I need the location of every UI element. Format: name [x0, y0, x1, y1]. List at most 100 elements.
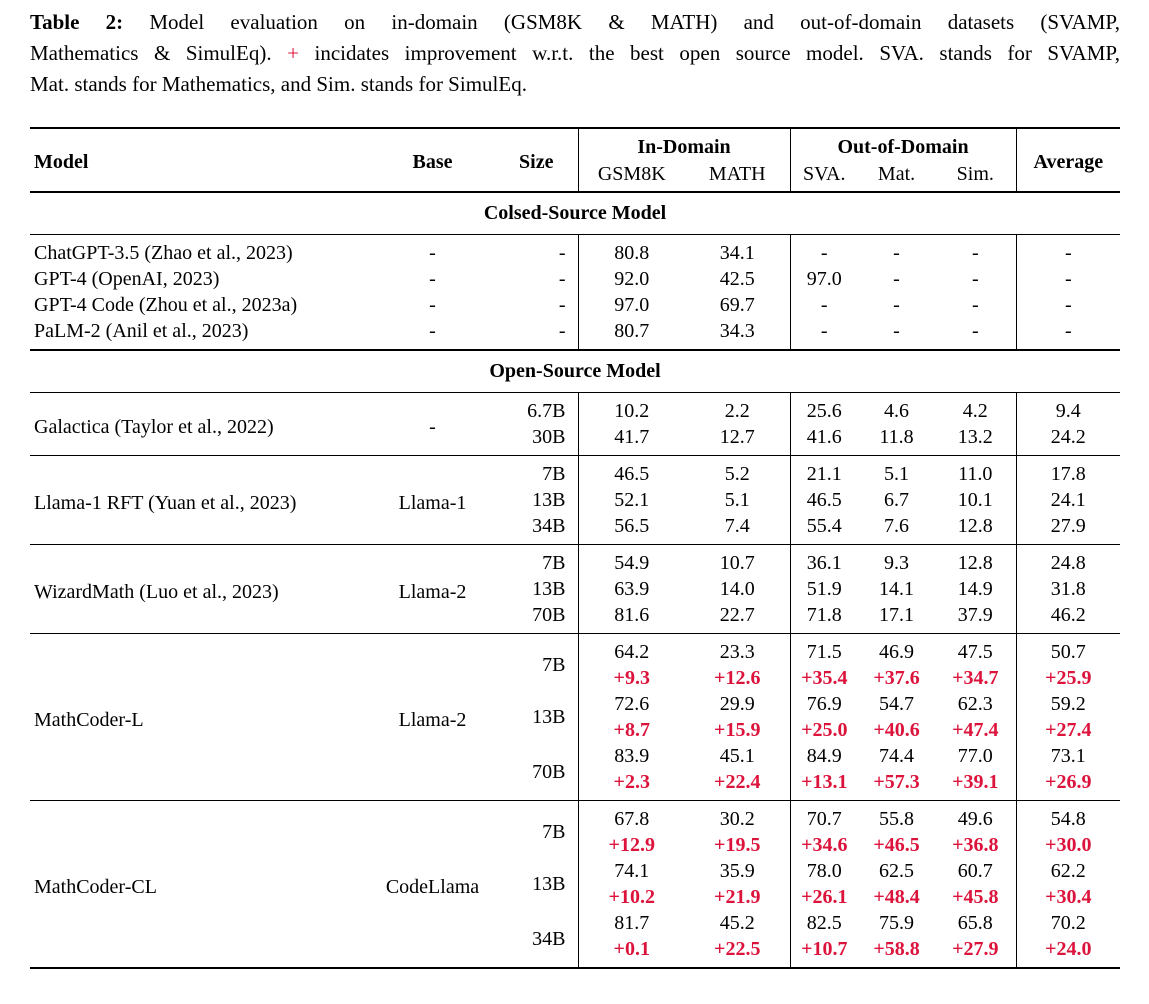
value-cell: 12.7	[719, 426, 755, 448]
size-cell: 7B	[495, 800, 578, 858]
delta-cell: +21.9	[714, 886, 761, 908]
base-cell: Llama-2	[370, 544, 495, 634]
value-cell: 34.1	[719, 242, 755, 264]
value-cell: 97.0	[789, 266, 859, 292]
value-cell: -	[893, 320, 900, 342]
value-cell: 5.2	[685, 455, 791, 487]
caption-text: Mat. stands for Mathematics, and Sim. st…	[30, 72, 527, 96]
size-cell: 70B	[532, 760, 566, 783]
value-cell: -	[1015, 318, 1121, 350]
model-group: WizardMath (Luo et al., 2023) Llama-2 7B 54…	[30, 544, 1121, 634]
delta-cell: +57.3	[873, 771, 920, 793]
table-row: 34B 56.5 7.4 55.4 7.6 12.8 27.9	[30, 513, 1121, 545]
value-cell: 14.9	[957, 578, 993, 600]
model-cell: ChatGPT-3.5 (Zhao et al., 2023)	[34, 242, 293, 264]
value-cell: 54.7	[879, 693, 915, 715]
value-cell: 46.2	[1015, 602, 1121, 634]
model-cell: WizardMath (Luo et al., 2023)	[30, 544, 370, 634]
value-cell: -	[789, 234, 859, 266]
table-row: GPT-4 (OpenAI, 2023) - -92.0 42.5 97.0- - -	[30, 266, 1121, 292]
table-row: WizardMath (Luo et al., 2023) Llama-2 7B 54…	[30, 544, 1121, 634]
delta-cell: +30.0	[1015, 832, 1121, 858]
value-cell: 41.6	[789, 424, 859, 456]
delta-cell: +25.0	[789, 717, 859, 743]
delta-cell: +27.4	[1015, 717, 1121, 743]
value-cell: 7.6	[884, 515, 910, 537]
value-cell: 22.7	[719, 604, 755, 626]
value-cell: 37.9	[957, 604, 993, 626]
table-row: 13B 52.1 5.1 46.5 6.7 10.1 24.1	[30, 487, 1121, 513]
value-cell: 45.2	[719, 912, 755, 934]
col-header-average: Average	[1015, 128, 1121, 193]
value-cell: 60.7	[957, 860, 993, 882]
table-row: 13B 72.6 29.9 76.9 54.7 62.3 59.2	[30, 691, 1121, 728]
delta-cell: +12.9	[577, 832, 685, 858]
value-cell: 63.9	[577, 576, 685, 602]
table-row: PaLM-2 (Anil et al., 2023) - -80.7 34.3- - - -	[30, 318, 1121, 350]
delta-row: +10.2 +21.9 +26.1 +48.4 +45.8 +30.4	[30, 884, 1121, 910]
delta-cell: +12.6	[714, 667, 761, 689]
section-title-row: Colsed-Source Model	[30, 191, 1121, 235]
value-cell: 21.1	[789, 455, 859, 487]
value-cell: 12.8	[957, 515, 993, 537]
value-cell: 36.1	[789, 544, 859, 576]
value-cell: 10.1	[957, 489, 993, 511]
value-cell: 51.9	[789, 576, 859, 602]
value-cell: 67.8	[577, 800, 685, 832]
value-cell: -	[893, 294, 900, 316]
caption-line-1: Table 2: Model evaluation on in-domain (…	[30, 7, 1120, 38]
base-cell: -	[429, 415, 436, 438]
model-cell: MathCoder-CL	[30, 800, 370, 968]
delta-cell: +58.8	[873, 938, 920, 960]
delta-cell: +22.5	[714, 938, 761, 960]
size-cell: 34B	[532, 515, 566, 537]
value-cell: 24.8	[1015, 544, 1121, 576]
col-header-gsm8k: GSM8K	[577, 161, 685, 193]
delta-cell: +10.2	[577, 884, 685, 910]
caption-label: Table 2:	[30, 10, 124, 34]
model-cell: PaLM-2 (Anil et al., 2023)	[34, 320, 249, 342]
model-group: MathCoder-L Llama-2 7B 64.2 23.3 71.5 46.9 47.5…	[30, 633, 1121, 801]
results-table: Model Base Size In-Domain Out-of-Domain …	[30, 127, 1121, 969]
value-cell: -	[1015, 266, 1121, 292]
value-cell: 84.9	[789, 743, 859, 769]
delta-cell: +2.3	[577, 769, 685, 801]
value-cell: 5.1	[858, 455, 936, 487]
value-cell: 76.9	[789, 691, 859, 717]
size-cell: 34B	[532, 927, 566, 950]
table-row: 13B 63.9 14.0 51.9 14.1 14.9 31.8	[30, 576, 1121, 602]
delta-row: +12.9 +19.5 +34.6 +46.5 +36.8 +30.0	[30, 832, 1121, 858]
delta-cell: +39.1	[952, 771, 999, 793]
value-cell: -	[971, 294, 979, 316]
col-header-size: Size	[495, 128, 578, 193]
size-cell: 7B	[495, 544, 578, 576]
value-cell: 24.2	[1015, 424, 1121, 456]
base-cell: Llama-2	[370, 633, 495, 801]
table-row: 70B 81.6 22.7 71.8 17.1 37.9 46.2	[30, 602, 1121, 634]
header-row-subcolumns: GSM8K MATH SVA. Mat. Sim.	[30, 161, 1120, 193]
value-cell: 49.6	[935, 800, 1017, 832]
value-cell: 82.5	[789, 910, 859, 936]
delta-row: +0.1 +22.5 +10.7 +58.8 +27.9 +24.0	[30, 936, 1121, 968]
size-cell: -	[558, 268, 566, 290]
model-cell: MathCoder-L	[30, 633, 370, 801]
value-cell: 72.6	[577, 691, 685, 717]
col-header-sim: Sim.	[935, 161, 1017, 193]
delta-cell: +34.6	[789, 832, 859, 858]
value-cell: -	[971, 268, 979, 290]
value-cell: 10.2	[577, 392, 685, 424]
value-cell: 54.8	[1015, 800, 1121, 832]
delta-cell: +19.5	[714, 834, 761, 856]
delta-cell: +9.3	[577, 665, 685, 691]
value-cell: -	[893, 242, 900, 264]
delta-cell: +27.9	[952, 938, 999, 960]
value-cell: 46.5	[789, 487, 859, 513]
value-cell: 24.1	[1015, 487, 1121, 513]
value-cell: 9.4	[1015, 392, 1121, 424]
value-cell: 54.9	[577, 544, 685, 576]
value-cell: 71.8	[789, 602, 859, 634]
table-header: Model Base Size In-Domain Out-of-Domain …	[30, 128, 1121, 193]
model-cell: GPT-4 Code (Zhou et al., 2023a)	[34, 294, 298, 316]
value-cell: 83.9	[577, 743, 685, 769]
value-cell: 71.5	[789, 633, 859, 665]
